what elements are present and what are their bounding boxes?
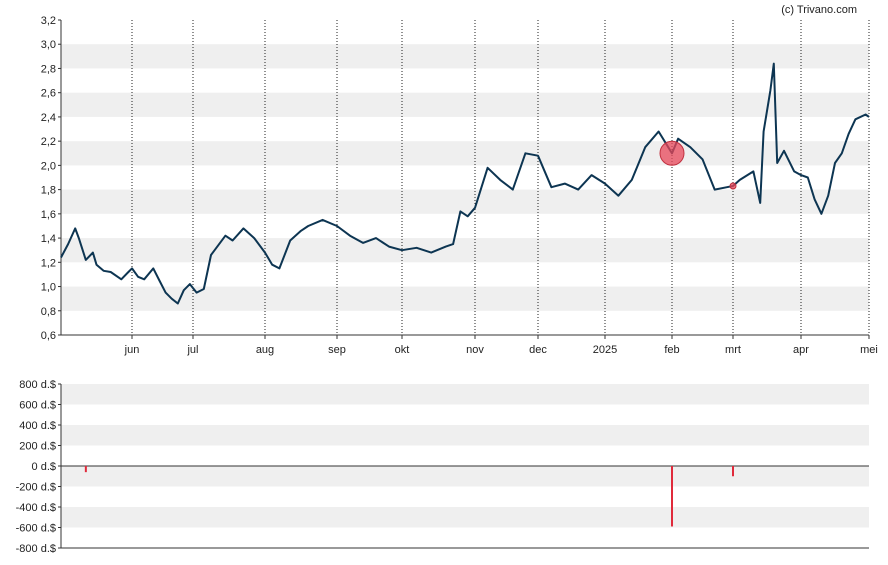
price-y-tick-label: 3,0 [41,39,56,51]
price-x-tick-label: 2025 [593,344,617,356]
price-x-tick-label: sep [328,344,346,356]
price-x-tick-label: mei [860,344,878,356]
volume-y-tick-label: 400 d.$ [19,420,56,432]
price-x-tick-label: apr [793,344,809,356]
price-y-tick-label: 1,6 [41,209,56,221]
volume-band [61,466,869,487]
credit-label: (c) Trivano.com [781,4,857,16]
volume-y-tick-label: 0 d.$ [32,461,56,473]
volume-y-axis: -800 d.$ -600 d.$ -400 d.$ -200 d.$ 0 d.$ 200… [16,379,61,555]
price-y-axis: 0,6 0,8 1,0 1,2 1,4 1,6 1,8 2,0 2,2 2,4 2,6 2,8 3,0 3… [41,15,61,342]
price-x-tick-label: aug [256,344,274,356]
trade-marker-small [729,182,737,190]
volume-band [61,384,869,405]
price-x-tick-label: dec [529,344,547,356]
volume-y-tick-label: 200 d.$ [19,441,56,453]
price-y-tick-label: 2,4 [41,112,56,124]
volume-panel: -800 d.$ -600 d.$ -400 d.$ -200 d.$ 0 d.$ 200… [16,379,869,555]
price-markers [659,140,737,190]
price-x-tick-label: jul [186,344,198,356]
volume-y-tick-label: -800 d.$ [16,543,56,555]
price-y-tick-label: 1,2 [41,257,56,269]
volume-y-tick-label: -600 d.$ [16,523,56,535]
price-y-tick-label: 2,0 [41,160,56,172]
price-panel: 0,6 0,8 1,0 1,2 1,4 1,6 1,8 2,0 2,2 2,4 2,6 2,8 3,0 3… [41,15,878,356]
price-y-tick-label: 1,8 [41,185,56,197]
price-y-tick-label: 1,4 [41,233,56,245]
price-y-tick-label: 3,2 [41,15,56,27]
volume-y-tick-label: 600 d.$ [19,400,56,412]
volume-band [61,425,869,446]
price-line [60,62,870,305]
volume-y-tick-label: -400 d.$ [16,502,56,514]
price-x-tick-label: mrt [725,344,741,356]
price-band [61,92,869,117]
price-x-tick-label: okt [395,344,410,356]
price-x-tick-label: jun [124,344,140,356]
price-series [60,62,870,305]
volume-band [61,507,869,528]
price-frame [60,20,869,336]
price-band [61,44,869,69]
volume-bars [84,466,734,527]
price-bands [61,44,869,311]
price-band [61,141,869,166]
price-y-tick-label: 2,6 [41,88,56,100]
price-y-tick-label: 0,8 [41,306,56,318]
price-band [61,238,869,263]
price-band [61,189,869,214]
volume-bands [61,384,869,528]
price-x-axis: jun jul aug sep okt nov dec 2025 feb mrt apr mei [124,335,878,356]
price-y-tick-label: 0,6 [41,330,56,342]
price-x-tick-label: nov [466,344,484,356]
price-band [61,286,869,311]
price-y-tick-label: 2,2 [41,136,56,148]
price-y-tick-label: 2,8 [41,63,56,75]
volume-y-tick-label: -200 d.$ [16,482,56,494]
price-x-tick-label: feb [664,344,679,356]
trade-marker [659,140,685,166]
volume-y-tick-label: 800 d.$ [19,379,56,391]
price-y-tick-label: 1,0 [41,282,56,294]
